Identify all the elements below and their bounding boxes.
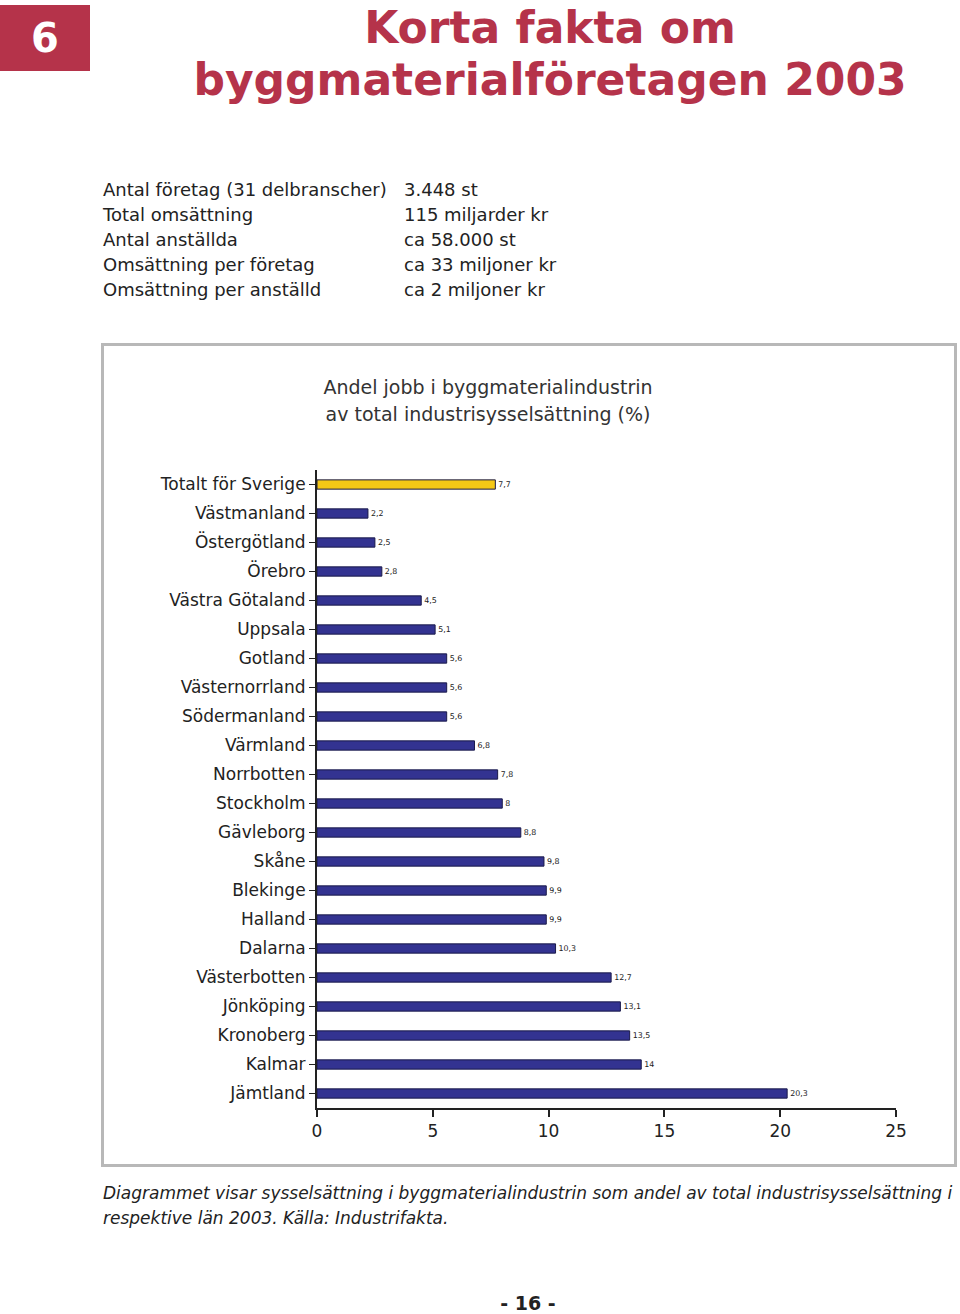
svg-text:20,3: 20,3	[790, 1089, 808, 1098]
svg-text:5: 5	[427, 1121, 438, 1141]
svg-text:Kronoberg: Kronoberg	[218, 1025, 306, 1045]
svg-text:2,5: 2,5	[378, 538, 391, 547]
svg-text:7,8: 7,8	[501, 770, 514, 779]
svg-text:10: 10	[538, 1121, 560, 1141]
html-text:byggmaterialföretagen 2003: byggmaterialföretagen 2003	[193, 54, 907, 105]
html-text:Korta fakta om: Korta fakta om	[364, 2, 736, 53]
svg-text:20: 20	[769, 1121, 791, 1141]
svg-text:Västmanland: Västmanland	[195, 503, 306, 523]
svg-text:9,8: 9,8	[547, 857, 560, 866]
html-text:Omsättning per anställd: Omsättning per anställd	[103, 279, 322, 300]
svg-text:10,3: 10,3	[559, 944, 577, 953]
svg-text:Västerbotten: Västerbotten	[196, 967, 305, 987]
html-text:3.448 st: 3.448 st	[404, 179, 478, 200]
svg-text:5,6: 5,6	[450, 683, 463, 692]
html-text:Omsättning per företag: Omsättning per företag	[103, 254, 315, 275]
svg-text:8,8: 8,8	[524, 828, 537, 837]
html-text:6: 6	[31, 15, 59, 61]
svg-text:9,9: 9,9	[549, 915, 562, 924]
svg-text:Värmland: Värmland	[225, 735, 306, 755]
html-text:Total omsättning: Total omsättning	[103, 204, 254, 225]
svg-text:Västernorrland: Västernorrland	[181, 677, 306, 697]
svg-text:Skåne: Skåne	[254, 851, 306, 871]
svg-text:Örebro: Örebro	[247, 560, 305, 581]
svg-text:25: 25	[885, 1121, 907, 1141]
html-text:av total industrisysselsättnin: av total industrisysselsättning (%)	[325, 403, 651, 425]
html-text:Andel jobb i byggmaterialindus: Andel jobb i byggmaterialindustrin	[323, 376, 653, 398]
svg-text:Gävleborg: Gävleborg	[218, 822, 306, 842]
html-text:ca 33 miljoner kr: ca 33 miljoner kr	[404, 254, 557, 275]
svg-text:Jönköping: Jönköping	[222, 996, 306, 1016]
svg-text:Norrbotten: Norrbotten	[213, 764, 306, 784]
html-text:ca 2 miljoner kr: ca 2 miljoner kr	[404, 279, 545, 300]
svg-text:6,8: 6,8	[477, 741, 490, 750]
svg-text:13,5: 13,5	[633, 1031, 651, 1040]
html-text:Antal anställda: Antal anställda	[103, 229, 238, 250]
svg-text:Kalmar: Kalmar	[246, 1054, 306, 1074]
svg-text:Dalarna: Dalarna	[239, 938, 306, 958]
svg-text:Västra Götaland: Västra Götaland	[169, 590, 305, 610]
svg-text:Totalt för Sverige: Totalt för Sverige	[160, 474, 306, 494]
svg-text:13,1: 13,1	[623, 1002, 641, 1011]
svg-text:14: 14	[644, 1060, 654, 1069]
svg-text:15: 15	[654, 1121, 676, 1141]
svg-text:Halland: Halland	[241, 909, 306, 929]
svg-text:7,7: 7,7	[498, 480, 511, 489]
svg-text:Stockholm: Stockholm	[216, 793, 306, 813]
svg-text:0: 0	[312, 1121, 323, 1141]
svg-text:Södermanland: Södermanland	[182, 706, 306, 726]
html-text:Diagrammet visar sysselsättnin: Diagrammet visar sysselsättning i byggma…	[103, 1183, 953, 1228]
svg-text:8: 8	[505, 799, 510, 808]
svg-text:2,8: 2,8	[385, 567, 398, 576]
html-text:115 miljarder kr: 115 miljarder kr	[404, 204, 549, 225]
html-text:ca 58.000 st: ca 58.000 st	[404, 229, 516, 250]
svg-text:12,7: 12,7	[614, 973, 632, 982]
svg-text:Jämtland: Jämtland	[229, 1083, 305, 1103]
svg-text:Blekinge: Blekinge	[232, 880, 305, 900]
svg-text:Gotland: Gotland	[239, 648, 306, 668]
html-text:- 16 -: - 16 -	[500, 1292, 556, 1314]
svg-text:Östergötland: Östergötland	[195, 531, 306, 552]
svg-text:4,5: 4,5	[424, 596, 437, 605]
svg-text:2,2: 2,2	[371, 509, 384, 518]
svg-text:5,1: 5,1	[438, 625, 451, 634]
svg-text:Uppsala: Uppsala	[237, 619, 305, 639]
svg-text:9,9: 9,9	[549, 886, 562, 895]
html-text:Antal företag (31 delbranscher: Antal företag (31 delbranscher)	[103, 179, 387, 200]
svg-text:5,6: 5,6	[450, 712, 463, 721]
svg-text:5,6: 5,6	[450, 654, 463, 663]
